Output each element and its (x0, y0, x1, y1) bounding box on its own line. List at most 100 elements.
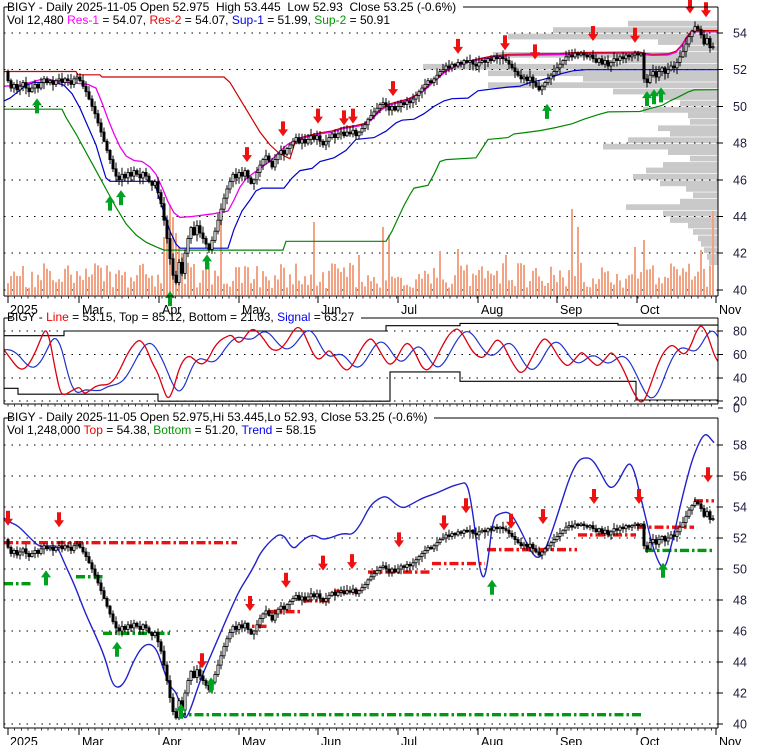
down-arrow-icon (245, 596, 255, 611)
up-arrow-icon (32, 98, 42, 114)
panel2-lines (3, 325, 719, 403)
svg-text:48: 48 (733, 137, 747, 151)
down-arrow-icon (348, 108, 358, 124)
down-arrow-icon (500, 35, 510, 51)
down-arrow-icon (347, 554, 357, 570)
bottom-panel-header-line1: BIGY - Daily 2025-11-05 Open 52.975,Hi 5… (7, 411, 427, 424)
panel1-volume-bars (7, 205, 714, 295)
down-arrow-icon (318, 555, 328, 571)
down-arrow-icon (3, 510, 13, 526)
svg-text:50: 50 (733, 100, 747, 114)
p3-values-segment: Bottom (153, 423, 192, 437)
svg-text:50: 50 (733, 563, 747, 577)
panel3-frame: 2025 Mar Apr May Jun Jul Aug Sep Oct Nov 58 56 54 52 5… (3, 417, 747, 745)
panel2-bands (4, 322, 718, 402)
svg-text:Aug: Aug (481, 303, 503, 317)
up-arrow-icon (112, 641, 122, 657)
svg-text:Nov: Nov (719, 735, 742, 745)
p1-values-segment: = 54.07, (181, 13, 232, 27)
p2-header-segment: = 53.15, Top = 85.12, Bottom = 21.03, (68, 310, 278, 324)
svg-text:40: 40 (733, 283, 747, 297)
svg-text:58: 58 (733, 439, 747, 453)
p2-header-segment: Signal (277, 310, 311, 324)
svg-text:44: 44 (733, 210, 747, 224)
up-arrow-icon (206, 677, 216, 693)
p3-values-segment: Top (83, 423, 103, 437)
svg-text:40: 40 (733, 718, 747, 732)
panel3: 2025 Mar Apr May Jun Jul Aug Sep Oct Nov 58 56 54 52 5… (3, 417, 747, 745)
panel1-plot-area[interactable] (4, 7, 718, 296)
panel1-frame: 2025 Mar Apr May Jun Jul Aug Sep Oct Nov 54 52 50 48 4… (3, 6, 747, 317)
svg-text:44: 44 (733, 656, 747, 670)
svg-text:46: 46 (733, 173, 747, 187)
panel3-trend-line (3, 434, 715, 719)
svg-text:Jun: Jun (321, 303, 341, 317)
svg-text:52: 52 (733, 532, 747, 546)
down-arrow-icon (634, 489, 644, 504)
down-arrow-icon (589, 489, 599, 504)
up-arrow-icon (41, 570, 51, 586)
panel1-candles (6, 21, 715, 286)
panel2-frame: 80 60 40 200 (3, 317, 747, 416)
down-arrow-icon (588, 26, 598, 41)
svg-text:Apr: Apr (162, 735, 181, 745)
svg-text:Sep: Sep (560, 735, 582, 745)
up-arrow-icon (105, 195, 115, 211)
p1-values-segment: Sup-2 (314, 13, 347, 27)
down-arrow-icon (538, 509, 548, 525)
p3-values-segment: Trend (241, 423, 273, 437)
p1-header-segment: BIGY - Daily 2025-11-05 Open 52.975 High… (7, 0, 457, 14)
p2-header-segment: BIGY - (7, 310, 47, 324)
svg-text:54: 54 (733, 27, 747, 41)
up-arrow-icon (658, 562, 668, 578)
down-arrow-icon (281, 572, 291, 588)
top-panel-header-line1: BIGY - Daily 2025-11-05 Open 52.975 High… (7, 1, 456, 14)
up-arrow-icon (165, 291, 175, 307)
p2-header-segment: = 63.27 (310, 310, 355, 324)
panel1-signal-arrows (32, 0, 711, 307)
p1-values-segment: Res-1 (67, 13, 100, 27)
up-arrow-icon (487, 579, 497, 595)
svg-text:40: 40 (733, 371, 747, 385)
svg-text:54: 54 (733, 501, 747, 515)
panel2: 80 60 40 200 (3, 317, 747, 416)
p3-values-segment: Vol 1,248,000 (7, 423, 84, 437)
p1-values-segment: Vol 12,480 (7, 13, 68, 27)
p3-values-segment: = 51.20, (191, 423, 242, 437)
p1-values-segment: Sup-1 (231, 13, 264, 27)
up-arrow-icon (649, 89, 659, 105)
p3-values-segment: = 58.15 (272, 423, 317, 437)
svg-text:Sep: Sep (560, 303, 582, 317)
down-arrow-icon (506, 513, 516, 529)
panel3-plot-area[interactable] (4, 418, 718, 728)
p1-values-segment: = 54.07, (99, 13, 150, 27)
panel3-signal-arrows (3, 467, 713, 719)
down-arrow-icon (54, 512, 64, 528)
down-arrow-icon (197, 653, 207, 669)
panel1: 2025 Mar Apr May Jun Jul Aug Sep Oct Nov 54 52 50 48 4… (3, 0, 747, 317)
panel2-plot-area[interactable] (4, 318, 718, 404)
svg-text:Apr: Apr (162, 303, 181, 317)
bottom-panel-header-line2: Vol 1,248,000 Top = 54.38, Bottom = 51.2… (7, 424, 316, 437)
svg-text:Jul: Jul (401, 303, 417, 317)
svg-text:52: 52 (733, 63, 747, 77)
up-arrow-icon (542, 103, 552, 119)
svg-text:Mar: Mar (82, 303, 104, 317)
svg-text:Mar: Mar (82, 735, 104, 745)
svg-text:0: 0 (733, 402, 740, 416)
up-arrow-icon (202, 254, 212, 270)
p3-header-segment: BIGY - Daily 2025-11-05 Open 52.975,Hi 5… (7, 410, 428, 424)
svg-text:2025: 2025 (10, 735, 38, 745)
svg-text:20: 20 (733, 395, 747, 409)
top-panel-header-line2: Vol 12,480 Res-1 = 54.07, Res-2 = 54.07,… (7, 14, 390, 27)
down-arrow-icon (701, 2, 711, 18)
svg-text:2025: 2025 (10, 303, 38, 317)
svg-text:Jul: Jul (401, 735, 417, 745)
down-arrow-icon (388, 81, 398, 97)
svg-text:42: 42 (733, 687, 747, 701)
svg-text:42: 42 (733, 247, 747, 261)
p2-header-segment: Line (46, 310, 69, 324)
down-arrow-icon (313, 108, 323, 124)
up-arrow-icon (642, 91, 652, 107)
